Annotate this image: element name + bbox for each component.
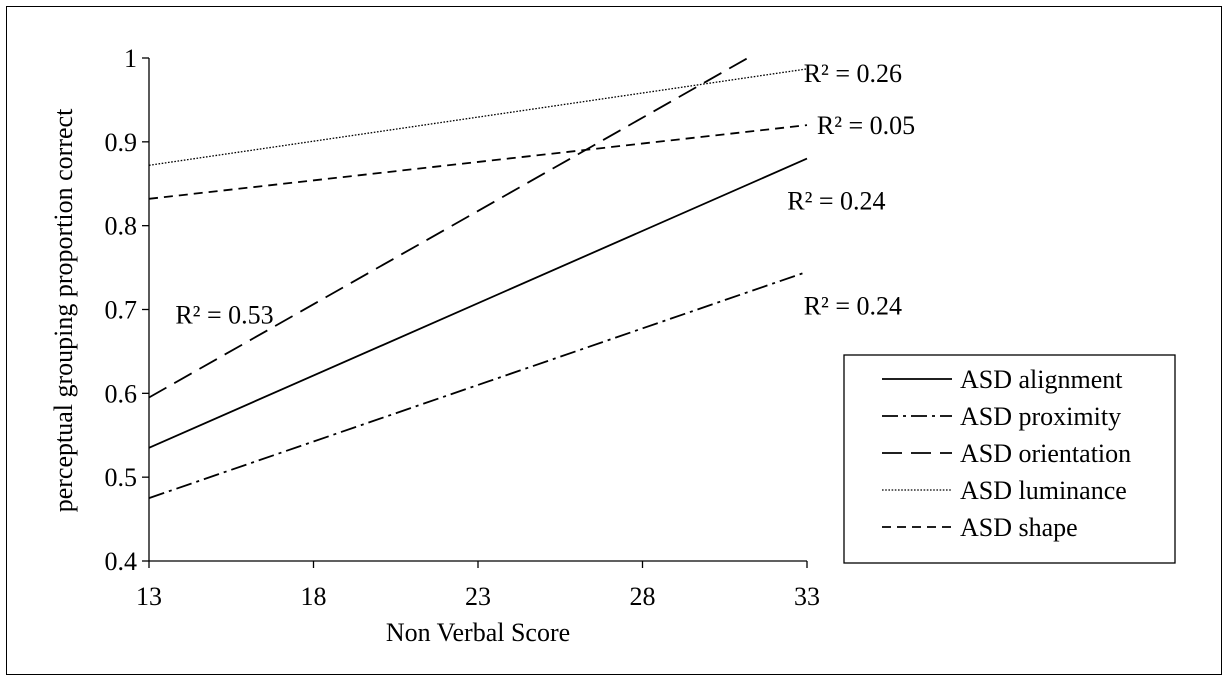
legend-box (843, 354, 1176, 564)
y-tick-label: 0.4 (105, 547, 138, 576)
y-tick-label: 0.8 (105, 212, 138, 241)
legend-item-label: ASD alignment (960, 365, 1123, 394)
r-squared-annotation: R² = 0.24 (804, 291, 902, 320)
x-tick-label: 23 (465, 582, 491, 611)
series-line-asd-orientation (148, 57, 749, 399)
y-tick-label: 1 (124, 44, 137, 73)
r-squared-annotation: R² = 0.05 (817, 111, 915, 140)
legend: ASD alignment ASD proximity ASD orientatio… (843, 354, 1176, 564)
chart-svg: 0.4 0.5 0.6 0.7 0.8 0.9 1 13 18 23 28 33 Non Verbal … (49, 44, 1176, 647)
chart-frame: 0.4 0.5 0.6 0.7 0.8 0.9 1 13 18 23 28 33 Non Verbal … (6, 6, 1222, 675)
x-tick-label: 28 (630, 582, 656, 611)
legend-item-label: ASD proximity (960, 402, 1121, 431)
y-tick-label: 0.6 (105, 379, 138, 408)
x-axis-title: Non Verbal Score (386, 618, 570, 647)
y-axis-title: perceptual grouping proportion correct (49, 108, 78, 512)
plot-area: 0.4 0.5 0.6 0.7 0.8 0.9 1 13 18 23 28 33 Non Verbal … (49, 44, 915, 647)
legend-item-label: ASD luminance (960, 476, 1127, 505)
x-tick-label: 18 (301, 582, 327, 611)
y-tick-label: 0.5 (105, 463, 138, 492)
r-squared-annotation: R² = 0.26 (804, 59, 902, 88)
y-tick-label: 0.7 (105, 296, 138, 325)
x-tick-label: 13 (136, 582, 162, 611)
r-squared-annotation: R² = 0.53 (175, 301, 273, 330)
legend-item-label: ASD orientation (960, 439, 1131, 468)
r-squared-annotation: R² = 0.24 (787, 187, 885, 216)
series-line-asd-luminance (148, 68, 808, 166)
x-tick-label: 33 (794, 582, 820, 611)
series-line-asd-shape (148, 124, 808, 200)
y-tick-label: 0.9 (105, 128, 138, 157)
series-line-asd-alignment (148, 157, 808, 449)
legend-item-label: ASD shape (960, 513, 1078, 542)
